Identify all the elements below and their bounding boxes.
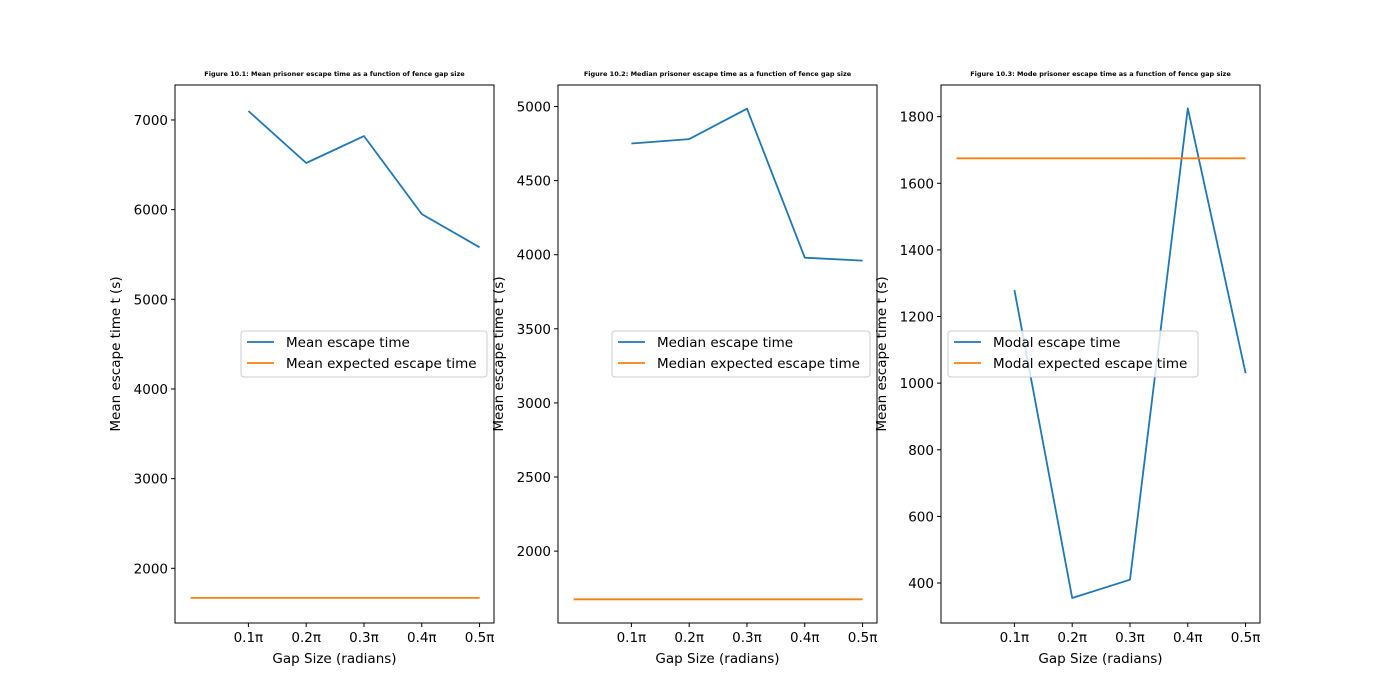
legend-box bbox=[240, 330, 488, 378]
y-tick-label: 1600 bbox=[900, 176, 934, 192]
x-tick-label: 0.4π bbox=[790, 630, 820, 646]
x-axis-label: Gap Size (radians) bbox=[655, 651, 779, 667]
x-tick-label: 0.5π bbox=[1231, 630, 1261, 646]
legend-label: Modal escape time bbox=[993, 335, 1121, 351]
y-tick-label: 4000 bbox=[517, 248, 551, 264]
x-tick-label: 0.5π bbox=[465, 630, 495, 646]
x-tick-label: 0.1π bbox=[617, 630, 647, 646]
x-tick-label: 0.1π bbox=[1000, 630, 1030, 646]
chart-panel-2: Figure 10.2: Median prisoner escape time… bbox=[491, 70, 878, 667]
x-tick-label: 0.5π bbox=[848, 630, 878, 646]
x-tick-label: 0.2π bbox=[674, 630, 704, 646]
legend-label: Median expected escape time bbox=[657, 356, 860, 372]
chart-title: Figure 10.3: Mode prisoner escape time a… bbox=[970, 70, 1231, 78]
y-tick-label: 5000 bbox=[517, 99, 551, 115]
legend-label: Mean expected escape time bbox=[286, 356, 477, 372]
x-tick-label: 0.4π bbox=[1173, 630, 1203, 646]
x-tick-label: 0.2π bbox=[1057, 630, 1087, 646]
axes-frame bbox=[940, 84, 1261, 624]
y-tick-label: 800 bbox=[908, 443, 934, 459]
plot-area: 0.1π 0.2π 0.3π 0.4π 0.5π 2000 3000 4000 5000 6000… bbox=[134, 84, 495, 646]
x-tick-label: 0.3π bbox=[732, 630, 762, 646]
legend-box bbox=[611, 330, 871, 378]
y-axis-label: Mean escape time t (s) bbox=[108, 276, 124, 431]
y-tick-label: 7000 bbox=[134, 113, 168, 129]
y-tick-label: 2000 bbox=[134, 561, 168, 577]
chart-title: Figure 10.1: Mean prisoner escape time a… bbox=[204, 70, 465, 78]
y-tick-label: 400 bbox=[908, 576, 934, 592]
y-tick-label: 600 bbox=[908, 509, 934, 525]
chart-panel-3: Figure 10.3: Mode prisoner escape time a… bbox=[874, 70, 1261, 667]
y-tick-label: 3000 bbox=[517, 396, 551, 412]
y-tick-label: 6000 bbox=[134, 203, 168, 219]
x-tick-label: 0.3π bbox=[1115, 630, 1145, 646]
x-axis-label: Gap Size (radians) bbox=[1038, 651, 1162, 667]
axes-frame bbox=[174, 84, 495, 624]
x-tick-label: 0.4π bbox=[407, 630, 437, 646]
y-tick-label: 4500 bbox=[517, 174, 551, 190]
y-tick-label: 1200 bbox=[900, 310, 934, 326]
x-axis-label: Gap Size (radians) bbox=[272, 651, 396, 667]
series-line-1 bbox=[1013, 107, 1247, 599]
y-tick-label: 3000 bbox=[134, 472, 168, 488]
axes-frame bbox=[557, 84, 878, 624]
legend-label: Median escape time bbox=[657, 335, 793, 351]
y-tick-label: 5000 bbox=[134, 292, 168, 308]
series-line-1 bbox=[631, 107, 863, 262]
legend: Median escape time Median expected escape… bbox=[611, 330, 871, 378]
y-tick-label: 2000 bbox=[517, 544, 551, 560]
legend-box bbox=[947, 330, 1199, 378]
y-tick-label: 1400 bbox=[900, 243, 934, 259]
y-tick-label: 1800 bbox=[900, 110, 934, 126]
x-tick-label: 0.3π bbox=[349, 630, 379, 646]
y-tick-label: 2500 bbox=[517, 470, 551, 486]
x-tick-label: 0.1π bbox=[234, 630, 264, 646]
legend-label: Modal expected escape time bbox=[993, 356, 1187, 372]
y-tick-label: 3500 bbox=[517, 322, 551, 338]
y-axis-label: Mean escape time t (s) bbox=[874, 276, 890, 431]
y-tick-label: 4000 bbox=[134, 382, 168, 398]
plot-area: 0.1π 0.2π 0.3π 0.4π 0.5π 400 600 800 1000 1200 140… bbox=[900, 84, 1261, 646]
legend-label: Mean escape time bbox=[286, 335, 410, 351]
y-axis-label: Mean escape time t (s) bbox=[491, 276, 507, 431]
plot-area: 0.1π 0.2π 0.3π 0.4π 0.5π 2000 2500 3000 3500 4000… bbox=[517, 84, 878, 646]
chart-title: Figure 10.2: Median prisoner escape time… bbox=[584, 70, 852, 78]
legend: Modal escape time Modal expected escape t… bbox=[947, 330, 1199, 378]
x-tick-label: 0.2π bbox=[291, 630, 321, 646]
series-line-1 bbox=[247, 110, 481, 249]
legend: Mean escape time Mean expected escape tim… bbox=[240, 330, 488, 378]
y-tick-label: 1000 bbox=[900, 376, 934, 392]
chart-panel-1: Figure 10.1: Mean prisoner escape time a… bbox=[108, 70, 495, 667]
